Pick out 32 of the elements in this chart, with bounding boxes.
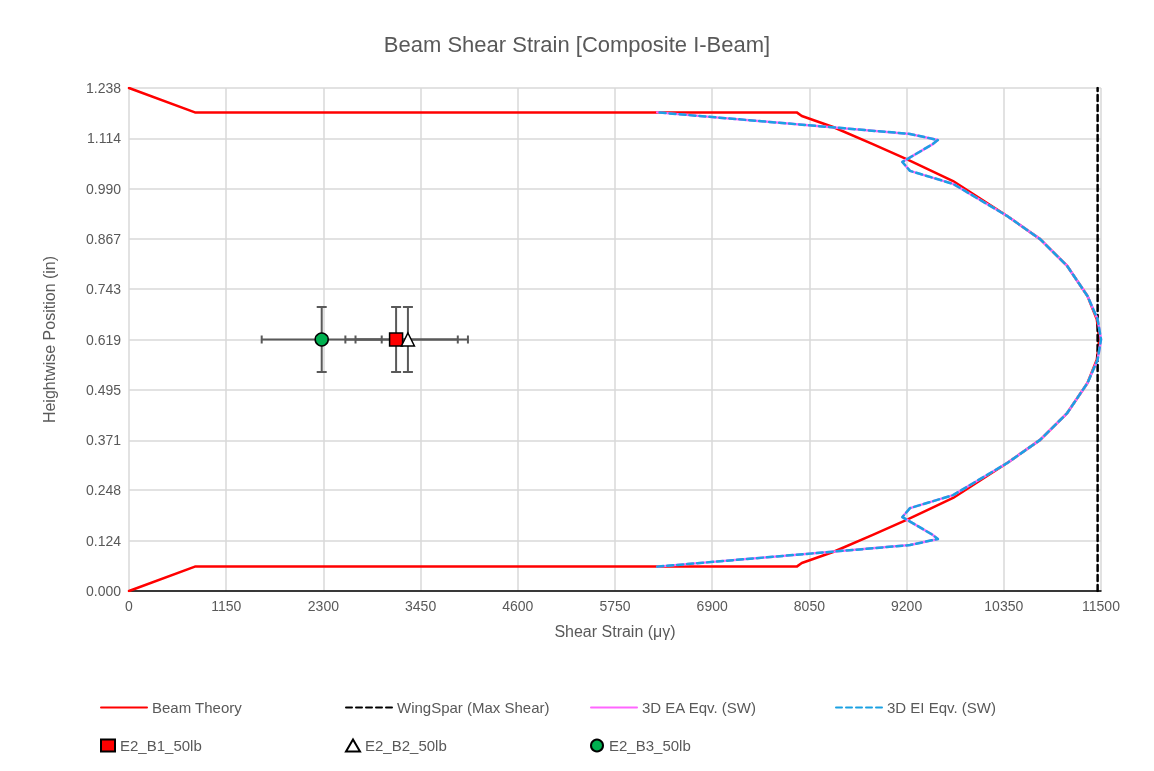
y-tick-label: 0.867 (85, 230, 122, 247)
y-tick-label: 1.114 (87, 130, 122, 147)
x-tick-label: 2300 (307, 598, 340, 614)
y-tick-label: 0.619 (85, 331, 122, 348)
legend-label: WingSpar (Max Shear) (397, 699, 550, 716)
y-tick-label: 0.371 (85, 432, 122, 449)
x-tick-label: 6900 (696, 598, 728, 614)
y-axis-title: Heightwise Position (in) (40, 255, 58, 424)
y-tick-label: 0.743 (85, 281, 122, 298)
x-tick-label: 10350 (984, 598, 1024, 614)
x-tick-label: 5750 (599, 598, 631, 614)
legend-label: E2_B3_50lb (609, 737, 691, 754)
y-tick-label: 1.238 (85, 80, 122, 96)
x-axis-title: Shear Strain (μγ) (554, 622, 676, 640)
x-tick-label: 11500 (1082, 598, 1121, 614)
legend-label: Beam Theory (152, 699, 243, 716)
y-tick-label: 0.248 (85, 482, 122, 499)
y-tick-label: 0.990 (85, 180, 122, 197)
legend-label: E2_B2_50lb (365, 737, 447, 754)
x-tick-label: 4600 (502, 598, 534, 614)
y-tick-label: 0.495 (85, 381, 122, 398)
x-tick-label: 1150 (211, 598, 242, 614)
legend-label: E2_B1_50lb (120, 737, 202, 754)
x-tick-label: 3450 (405, 598, 437, 614)
legend-label: 3D EA Eqv. (SW) (642, 699, 756, 716)
y-tick-label: 0.124 (85, 532, 122, 549)
legend-label: 3D EI Eqv. (SW) (887, 699, 996, 716)
chart-title: Beam Shear Strain [Composite I-Beam] (383, 31, 771, 57)
x-tick-label: 9200 (891, 598, 923, 614)
x-tick-label: 8050 (793, 598, 826, 614)
y-tick-label: 0.000 (85, 583, 122, 599)
x-tick-label: 0 (125, 598, 134, 614)
